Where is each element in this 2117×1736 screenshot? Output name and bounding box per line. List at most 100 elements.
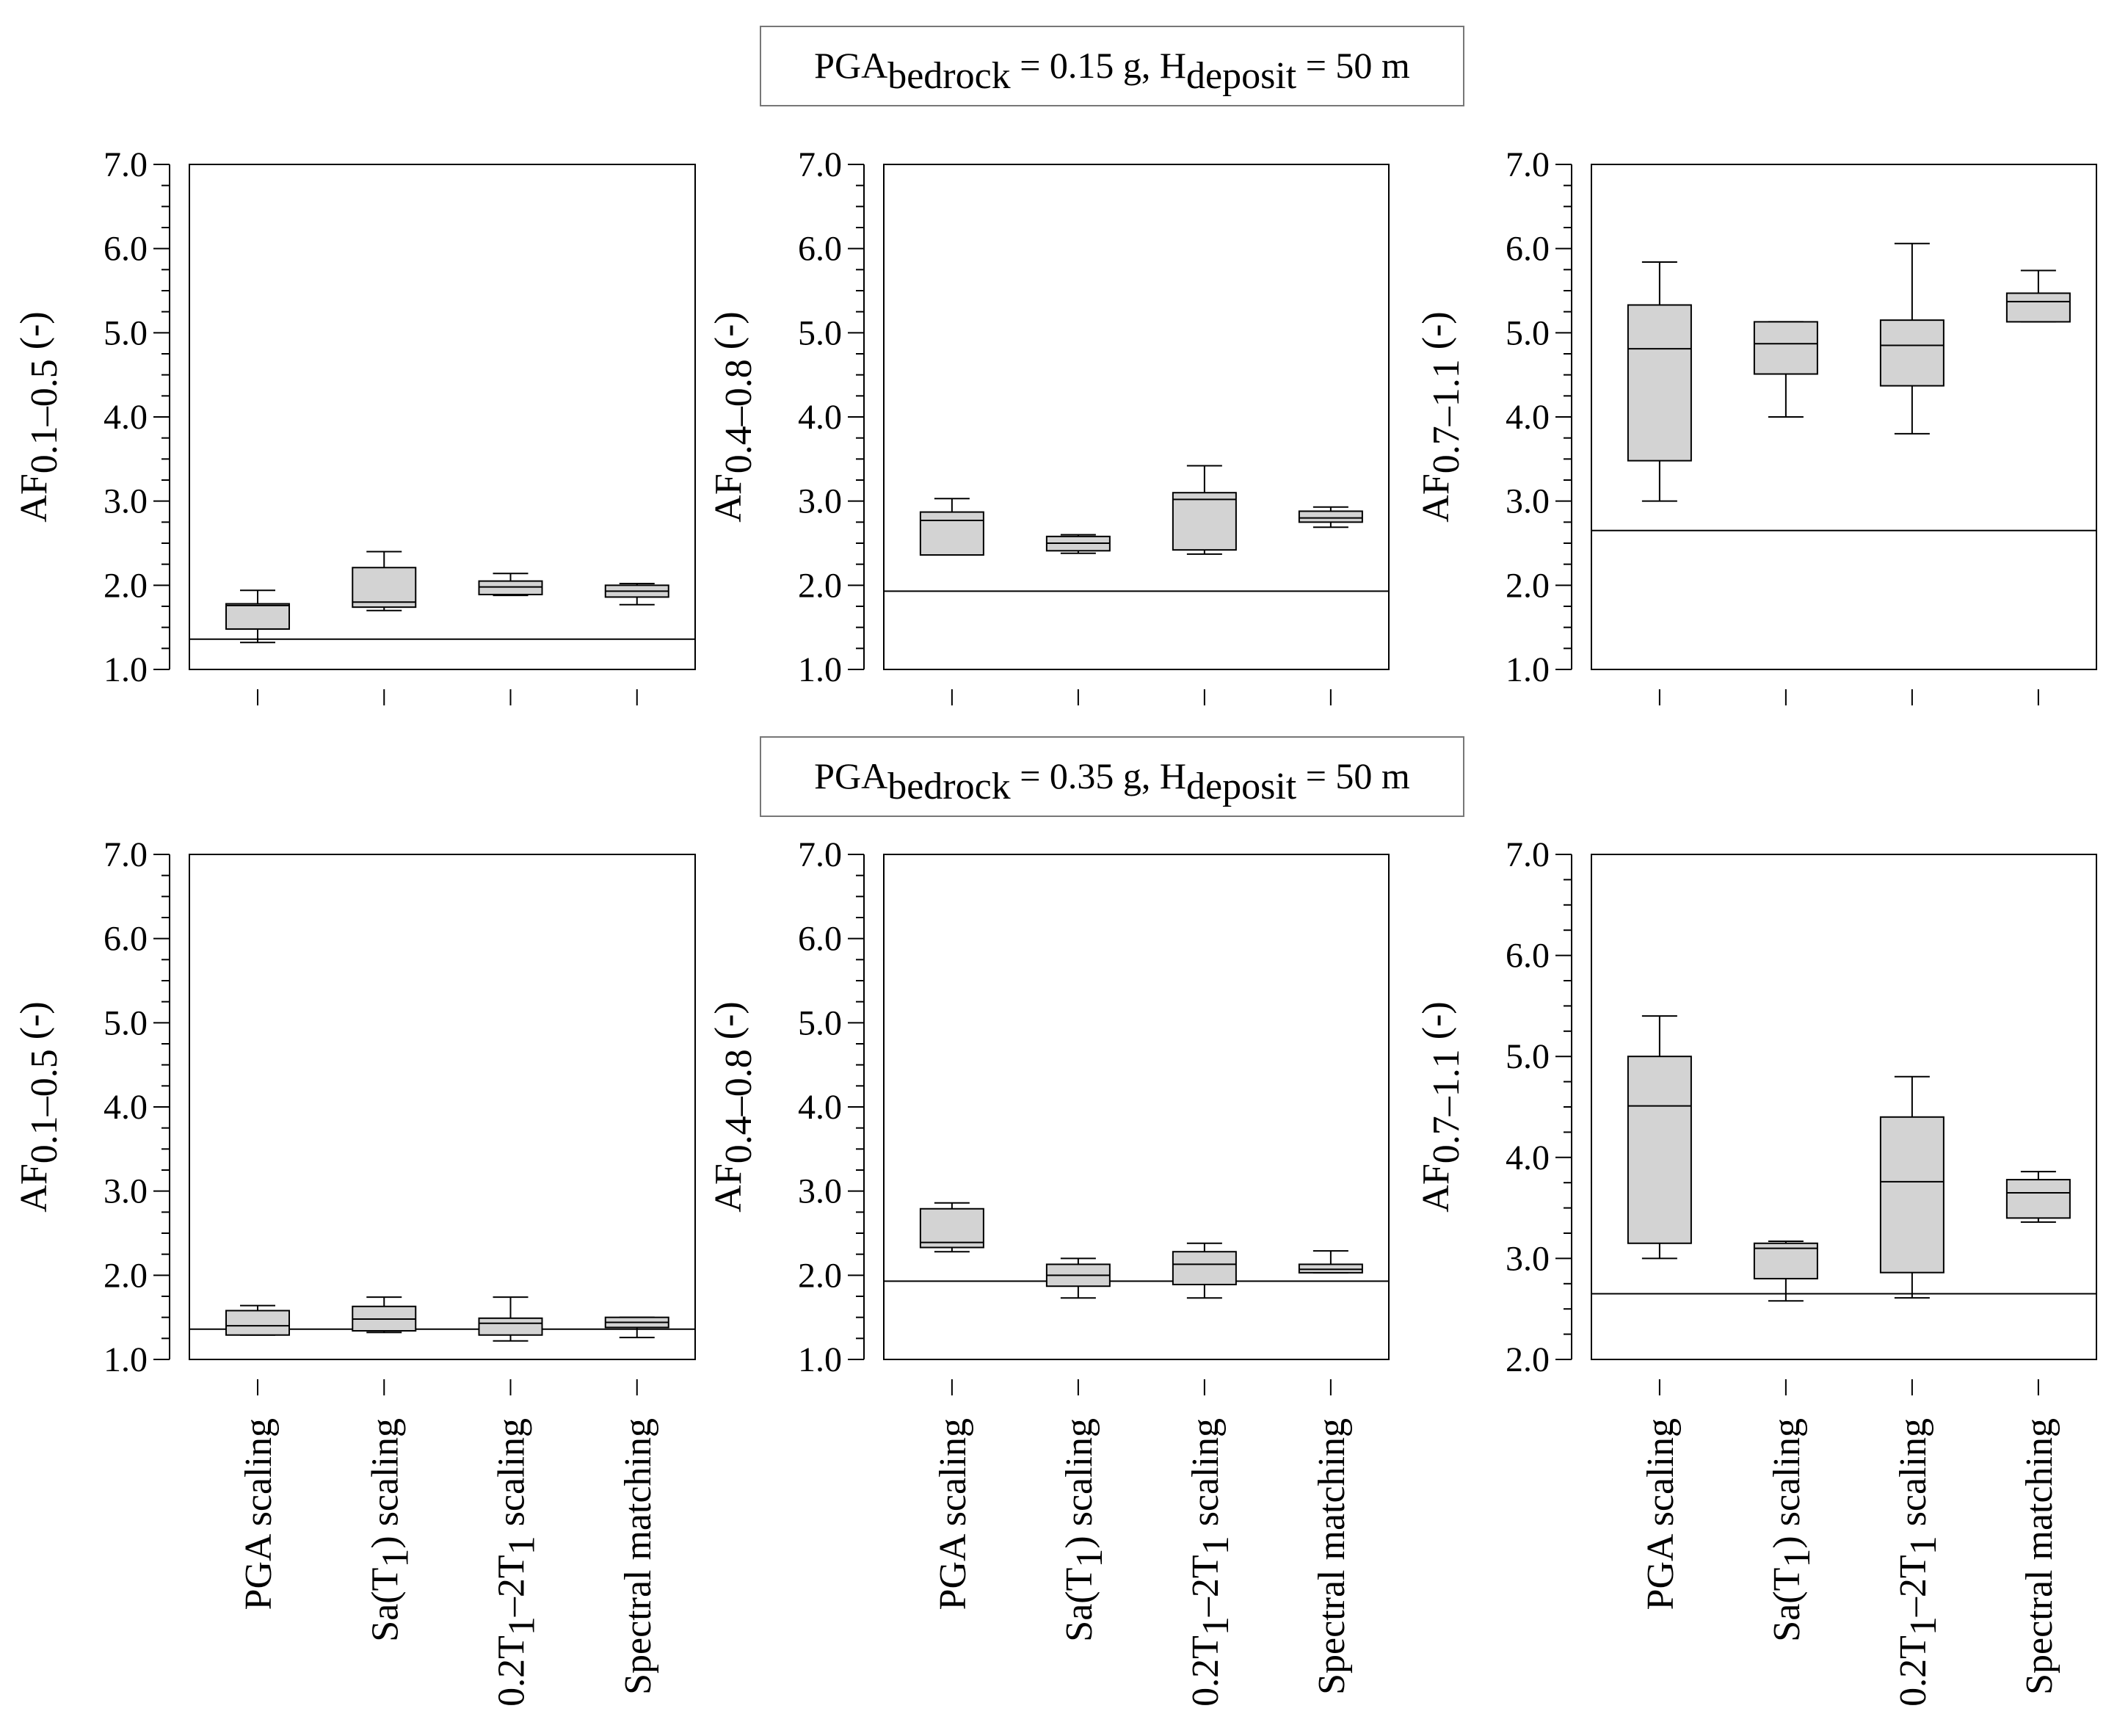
category-label: PGA scaling — [238, 1418, 280, 1610]
box-4 — [604, 583, 669, 606]
text-span: PGA scaling — [238, 1418, 280, 1610]
text-span: ) scaling — [364, 1418, 406, 1549]
text-span: 1 — [374, 1549, 416, 1568]
text-span: 1 — [1903, 1616, 1944, 1635]
text-span: deposit — [1186, 55, 1297, 97]
row-title: PGAbedrock = 0.15 g, Hdeposit = 50 m — [814, 45, 1410, 97]
y-tick-label: 3.0 — [1506, 1239, 1550, 1278]
y-tick-label: 7.0 — [1506, 145, 1550, 184]
y-tick-label: 3.0 — [104, 1172, 148, 1211]
text-span: AF — [1415, 1163, 1457, 1212]
text-span: Spectral matching — [617, 1418, 659, 1695]
y-tick-label: 5.0 — [104, 1003, 148, 1042]
box-iqr — [919, 511, 984, 556]
box-3 — [1879, 1075, 1944, 1299]
box-4 — [1298, 1250, 1363, 1274]
box-2 — [1045, 534, 1111, 554]
category-label: Sa(T1) scaling — [1058, 1418, 1111, 1642]
box-2 — [1753, 321, 1818, 418]
box-iqr — [1298, 510, 1363, 523]
y-tick-label: 4.0 — [1506, 1138, 1550, 1177]
y-tick-label: 4.0 — [798, 1088, 842, 1127]
text-span: 1 — [501, 1616, 543, 1635]
text-span: Sa(T — [364, 1568, 406, 1642]
box-3 — [1172, 465, 1237, 555]
text-span: –2T — [1185, 1555, 1227, 1617]
y-tick-label: 1.0 — [1506, 650, 1550, 689]
box-2 — [352, 551, 417, 611]
box-3 — [478, 573, 543, 597]
text-span: deposit — [1186, 766, 1297, 807]
plot-frame — [883, 854, 1390, 1360]
text-span: 1 — [1069, 1549, 1111, 1568]
text-span: AF — [708, 1163, 749, 1212]
text-span: –2T — [1892, 1555, 1934, 1617]
y-tick-label: 7.0 — [104, 835, 148, 874]
category-label: Spectral matching — [617, 1418, 659, 1695]
box-3 — [1172, 1242, 1237, 1299]
plot-frame — [189, 164, 696, 670]
y-tick-label: 6.0 — [1506, 230, 1550, 269]
text-span: scaling — [1892, 1418, 1934, 1536]
text-span: bedrock — [887, 766, 1010, 807]
y-tick-label: 1.0 — [104, 650, 148, 689]
text-span: –2T — [491, 1555, 533, 1617]
y-tick-label: 5.0 — [104, 313, 148, 352]
row-title-box — [760, 736, 1464, 817]
text-span: = 50 m — [1296, 755, 1410, 796]
text-span: 1 — [1776, 1549, 1818, 1568]
box-4 — [2005, 269, 2071, 323]
y-tick-label: 7.0 — [798, 835, 842, 874]
box-iqr — [1753, 1242, 1818, 1279]
box-1 — [225, 589, 291, 644]
text-span: (-) — [708, 311, 749, 359]
box-iqr — [1172, 1251, 1237, 1285]
text-span: bedrock — [887, 55, 1010, 97]
y-tick-label: 7.0 — [104, 145, 148, 184]
y-axis-label: AF0.7–1.1 (-) — [1415, 311, 1467, 522]
chart-panel-5: 1.0 2.0 3.0 4.0 5.0 6.0 7.0 AF0.4–0.8 (-) PGA sc… — [708, 835, 1390, 1707]
y-tick-label: 6.0 — [104, 920, 148, 959]
category-label: 0.2T1–2T1 scaling — [1185, 1418, 1237, 1707]
text-span: 0.1–0.5 — [23, 1049, 65, 1163]
text-span: AF — [1415, 473, 1457, 522]
text-span: Sa(T — [1766, 1568, 1808, 1642]
category-label: 0.2T1–2T1 scaling — [1892, 1418, 1944, 1707]
y-tick-label: 4.0 — [1506, 398, 1550, 437]
text-span: PGA scaling — [1640, 1418, 1682, 1610]
box-1 — [1627, 261, 1692, 502]
box-1 — [919, 1202, 984, 1253]
box-iqr — [225, 1310, 291, 1336]
y-tick-label: 2.0 — [104, 566, 148, 605]
box-iqr — [1879, 319, 1944, 387]
chart-panel-4: 1.0 2.0 3.0 4.0 5.0 6.0 7.0 AF0.1–0.5 (-) PGA sc… — [13, 835, 696, 1707]
box-iqr — [2005, 1179, 2071, 1219]
box-iqr — [352, 567, 417, 609]
text-span: 0.4–0.8 — [718, 359, 760, 473]
text-span: (-) — [1415, 1001, 1457, 1049]
box-iqr — [1753, 321, 1818, 375]
plot-frame — [189, 854, 696, 1360]
box-iqr — [919, 1207, 984, 1249]
y-axis-label: AF0.1–0.5 (-) — [13, 311, 65, 522]
category-label: Sa(T1) scaling — [1766, 1418, 1818, 1642]
box-iqr — [478, 580, 543, 595]
y-tick-label: 4.0 — [104, 398, 148, 437]
text-span: (-) — [708, 1001, 749, 1049]
chart-panel-2: 1.0 2.0 3.0 4.0 5.0 6.0 7.0 AF0.4–0.8 (-) — [708, 145, 1390, 705]
box-1 — [225, 1304, 291, 1336]
y-axis-label: AF0.7–1.1 (-) — [1415, 1001, 1467, 1212]
text-span: 0.2T — [1185, 1635, 1227, 1707]
box-4 — [604, 1316, 669, 1339]
y-tick-label: 1.0 — [798, 1340, 842, 1379]
text-span: AF — [13, 473, 55, 522]
text-span: (-) — [13, 311, 55, 359]
chart-panel-3: 1.0 2.0 3.0 4.0 5.0 6.0 7.0 AF0.7–1.1 (-) — [1415, 145, 2097, 705]
box-iqr — [478, 1317, 543, 1336]
y-tick-label: 6.0 — [798, 920, 842, 959]
y-tick-label: 3.0 — [798, 1172, 842, 1211]
box-1 — [1627, 1015, 1692, 1260]
chart-panel-6: 2.0 3.0 4.0 5.0 6.0 7.0 AF0.7–1.1 (-) PGA scali… — [1415, 835, 2097, 1707]
box-1 — [919, 498, 984, 556]
